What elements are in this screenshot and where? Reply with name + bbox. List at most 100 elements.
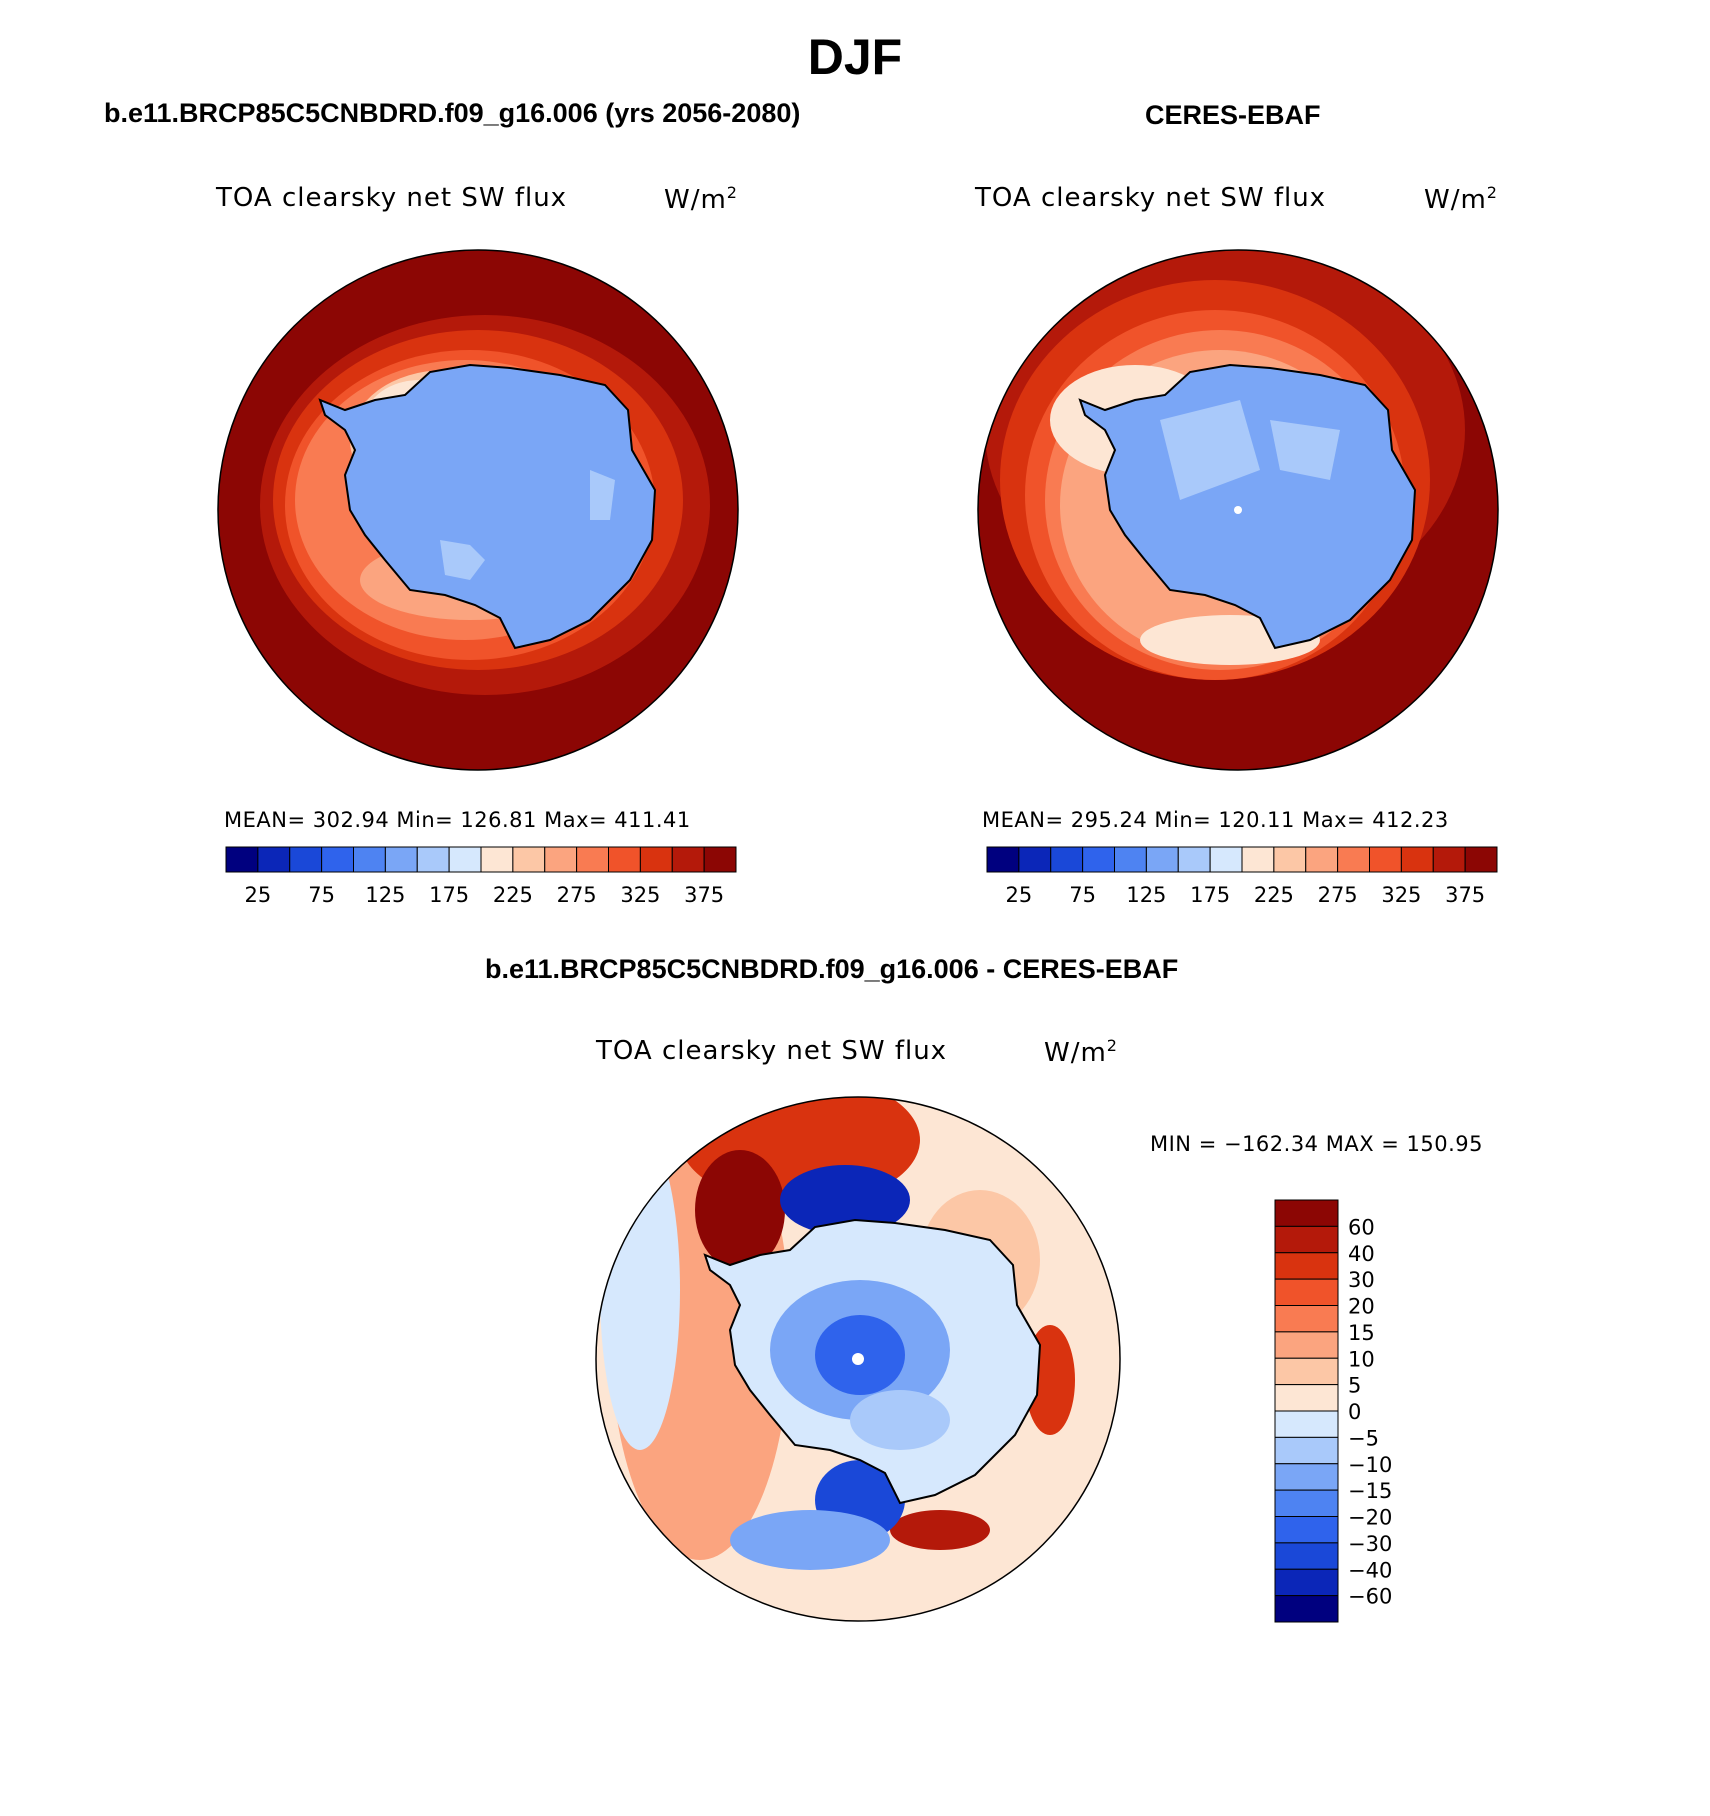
obs-stats: MEAN= 295.24 Min= 120.11 Max= 412.23 xyxy=(982,808,1449,832)
diff-colorbar-tick-label: −10 xyxy=(1348,1453,1392,1477)
model-colorbar-tick-label: 225 xyxy=(493,883,533,907)
model-colorbar-tick-label: 75 xyxy=(308,883,335,907)
model-colorbar-box xyxy=(225,846,259,873)
diff-colorbar-box xyxy=(1274,1331,1339,1359)
obs-colorbar-box xyxy=(986,846,1020,873)
model-colorbar-box xyxy=(608,846,641,873)
obs-colorbar-box xyxy=(1400,846,1434,873)
obs-colorbar-box xyxy=(1305,846,1339,873)
obs-colorbar-tick-label: 75 xyxy=(1069,883,1096,907)
diff-colorbar-box xyxy=(1274,1489,1339,1517)
figure-title: DJF xyxy=(807,29,903,85)
diff-colorbar-tick-label: 40 xyxy=(1348,1242,1375,1266)
obs-colorbar-tick-label: 275 xyxy=(1318,883,1358,907)
obs-colorbar-tick-label: 125 xyxy=(1126,883,1166,907)
model-colorbar-box xyxy=(639,846,673,873)
obs-colorbar-box xyxy=(1241,846,1275,873)
diff-colorbar-tick-label: −40 xyxy=(1348,1558,1392,1582)
model-colorbar-box xyxy=(671,846,705,873)
obs-colorbar-box xyxy=(1018,846,1052,873)
diff-colorbar-tick-label: 0 xyxy=(1348,1400,1361,1424)
obs-colorbar-box xyxy=(1464,846,1498,873)
obs-colorbar-box xyxy=(1369,846,1402,873)
model-colorbar-tick-label: 125 xyxy=(365,883,405,907)
diff-unit-label: W/m2 xyxy=(1044,1036,1118,1068)
diff-colorbar-tick-label: −60 xyxy=(1348,1585,1392,1609)
diff-colorbar-tick-label: −30 xyxy=(1348,1532,1392,1556)
diff-colorbar-tick-label: −5 xyxy=(1348,1426,1379,1450)
obs-variable-label: TOA clearsky net SW flux xyxy=(975,183,1327,213)
model-colorbar-box xyxy=(353,846,386,873)
model-colorbar-box xyxy=(448,846,482,873)
model-colorbar-tick-label: 375 xyxy=(684,883,724,907)
model-colorbar-box xyxy=(321,846,354,873)
diff-colorbar-box xyxy=(1274,1305,1339,1333)
diff-variable-label: TOA clearsky net SW flux xyxy=(596,1036,948,1066)
diff-colorbar-box xyxy=(1274,1595,1339,1623)
obs-colorbar-box xyxy=(1082,846,1115,873)
obs-unit-label: W/m2 xyxy=(1424,183,1498,215)
diff-colorbar-box xyxy=(1274,1357,1339,1386)
diff-colorbar-box xyxy=(1274,1463,1339,1491)
diff-colorbar-box xyxy=(1274,1410,1339,1438)
obs-colorbar-box xyxy=(1432,846,1466,873)
diff-colorbar-tick-label: 5 xyxy=(1348,1374,1361,1398)
diff-colorbar-tick-label: −20 xyxy=(1348,1506,1392,1530)
obs-colorbar-tick-label: 175 xyxy=(1190,883,1230,907)
obs-colorbar-box xyxy=(1050,846,1084,873)
model-colorbar: 25 75 125 175 225 275 325 375 xyxy=(225,846,737,907)
diff-colorbar-tick-label: 20 xyxy=(1348,1295,1375,1319)
model-colorbar-tick-label: 325 xyxy=(620,883,660,907)
model-unit-label: W/m2 xyxy=(664,183,738,215)
diff-colorbar-box xyxy=(1274,1384,1339,1412)
model-colorbar-box xyxy=(257,846,291,873)
model-colorbar-tick-label: 25 xyxy=(245,883,272,907)
obs-panel-title: CERES-EBAF xyxy=(1145,100,1321,130)
diff-colorbar-box xyxy=(1274,1542,1339,1570)
model-colorbar-box xyxy=(384,846,418,873)
diff-colorbar-tick-label: 10 xyxy=(1348,1347,1375,1371)
obs-colorbar-tick-label: 375 xyxy=(1445,883,1485,907)
obs-colorbar-box xyxy=(1273,846,1307,873)
model-colorbar-box xyxy=(289,846,323,873)
obs-colorbar-box xyxy=(1145,846,1179,873)
obs-colorbar-box xyxy=(1209,846,1243,873)
diff-map xyxy=(596,1097,1120,1621)
obs-colorbar: 25 75 125 175 225 275 325 375 xyxy=(986,846,1498,907)
model-colorbar-tick-label: 275 xyxy=(557,883,597,907)
obs-colorbar-box xyxy=(1114,846,1147,873)
model-stats: MEAN= 302.94 Min= 126.81 Max= 411.41 xyxy=(224,808,691,832)
model-colorbar-box xyxy=(576,846,609,873)
diff-stats: MIN = −162.34 MAX = 150.95 xyxy=(1150,1132,1484,1156)
diff-panel-title: b.e11.BRCP85C5CNBDRD.f09_g16.006 - CERES… xyxy=(485,954,1179,984)
diff-colorbar-tick-label: −15 xyxy=(1348,1479,1392,1503)
diff-colorbar-box xyxy=(1274,1278,1339,1306)
diff-colorbar-tick-label: 15 xyxy=(1348,1321,1375,1345)
diff-colorbar-box xyxy=(1274,1225,1339,1254)
diff-colorbar-tick-label: 60 xyxy=(1348,1215,1375,1239)
model-colorbar-box xyxy=(480,846,514,873)
diff-colorbar-box xyxy=(1274,1516,1339,1544)
diff-colorbar-box xyxy=(1274,1199,1339,1227)
obs-map xyxy=(978,250,1498,770)
obs-colorbar-tick-label: 25 xyxy=(1006,883,1033,907)
model-map xyxy=(218,250,738,770)
model-panel-title: b.e11.BRCP85C5CNBDRD.f09_g16.006 (yrs 20… xyxy=(104,98,801,128)
model-colorbar-box xyxy=(703,846,737,873)
model-colorbar-box xyxy=(512,846,546,873)
diff-colorbar-tick-label: 30 xyxy=(1348,1268,1375,1292)
diff-colorbar-box xyxy=(1274,1252,1339,1280)
model-colorbar-box xyxy=(416,846,450,873)
model-variable-label: TOA clearsky net SW flux xyxy=(216,183,568,213)
obs-colorbar-box xyxy=(1177,846,1211,873)
obs-colorbar-tick-label: 225 xyxy=(1254,883,1294,907)
obs-colorbar-tick-label: 325 xyxy=(1381,883,1421,907)
diff-colorbar-box xyxy=(1274,1436,1339,1465)
model-map-antarctica xyxy=(318,363,657,650)
obs-colorbar-box xyxy=(1337,846,1370,873)
model-colorbar-tick-label: 175 xyxy=(429,883,469,907)
model-colorbar-box xyxy=(544,846,578,873)
diff-colorbar-box xyxy=(1274,1568,1339,1597)
